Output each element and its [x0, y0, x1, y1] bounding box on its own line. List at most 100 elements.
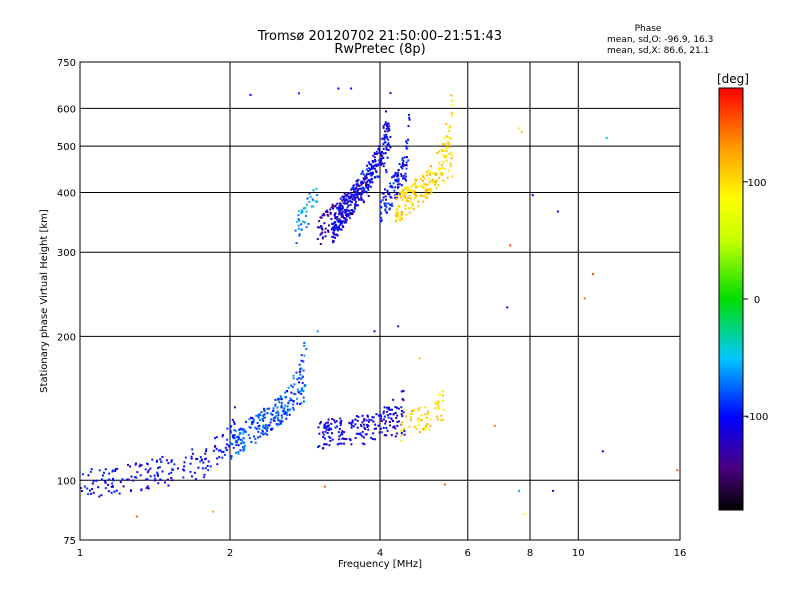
y-axis-ticks: 75 100 200 300 400 500 600 750	[57, 58, 76, 547]
data-point	[450, 112, 453, 115]
data-point	[247, 434, 250, 437]
data-point	[321, 214, 324, 217]
data-point	[290, 399, 293, 401]
data-point	[442, 153, 445, 156]
data-point	[319, 243, 322, 245]
data-point	[340, 431, 343, 434]
data-point	[277, 411, 280, 414]
data-point	[341, 204, 344, 207]
data-point	[370, 436, 373, 439]
data-point	[280, 398, 283, 401]
data-point	[376, 175, 379, 178]
data-point	[379, 211, 382, 214]
data-point	[229, 425, 232, 428]
data-point	[380, 219, 383, 222]
data-point	[405, 167, 408, 170]
data-point	[233, 437, 236, 440]
data-point	[348, 209, 351, 212]
data-point	[207, 460, 210, 463]
data-point	[302, 396, 305, 399]
data-point	[444, 143, 446, 146]
data-point	[274, 405, 277, 407]
data-point	[298, 210, 301, 213]
data-point	[86, 487, 89, 490]
data-point	[383, 134, 386, 137]
data-point	[310, 205, 313, 208]
data-point	[356, 195, 359, 198]
data-point	[324, 422, 327, 425]
data-point	[339, 203, 342, 206]
data-point	[300, 401, 303, 404]
data-point	[110, 485, 113, 488]
data-point	[411, 410, 413, 412]
data-point	[341, 433, 344, 436]
data-point	[365, 419, 368, 422]
data-point	[368, 418, 371, 421]
data-point	[364, 175, 367, 178]
data-point	[397, 179, 400, 182]
data-point	[239, 449, 242, 452]
data-point	[288, 400, 291, 403]
data-point	[265, 427, 268, 430]
data-point	[204, 452, 207, 455]
data-point	[384, 130, 387, 133]
colorbar-ticks: 100 0 -100	[743, 178, 768, 423]
data-point	[352, 193, 355, 196]
data-point	[215, 436, 218, 439]
data-point	[396, 192, 399, 195]
data-point	[157, 467, 159, 469]
y-axis-label: Stationary phase Virtual Height [km]	[39, 209, 50, 393]
data-point	[320, 227, 323, 230]
data-point	[223, 454, 226, 456]
data-point	[292, 408, 295, 411]
data-point	[384, 208, 387, 211]
data-point	[382, 412, 385, 415]
data-point	[316, 200, 319, 203]
data-point	[432, 178, 435, 181]
data-point	[400, 165, 403, 168]
data-point	[168, 472, 171, 475]
data-point	[275, 412, 278, 414]
data-point	[354, 204, 357, 207]
data-point	[331, 223, 334, 225]
data-point	[401, 415, 404, 418]
data-point	[338, 427, 341, 430]
data-point	[91, 482, 94, 485]
data-point	[351, 193, 353, 196]
data-point	[369, 167, 371, 170]
data-point	[215, 447, 218, 450]
data-point	[449, 165, 452, 168]
data-point	[171, 468, 174, 471]
data-point	[260, 432, 263, 435]
data-point	[426, 189, 429, 192]
data-point	[346, 202, 349, 205]
data-point	[333, 224, 336, 227]
data-point	[350, 426, 353, 429]
data-point	[336, 207, 339, 210]
data-point	[277, 414, 280, 417]
y-tick-label: 100	[57, 476, 76, 487]
data-point	[384, 422, 387, 425]
data-point	[272, 417, 275, 420]
data-point	[344, 199, 346, 202]
data-point	[306, 197, 309, 200]
data-point	[386, 130, 389, 133]
data-point	[312, 205, 315, 208]
data-point	[363, 426, 366, 429]
data-point	[339, 421, 342, 424]
data-point	[331, 226, 334, 229]
data-point	[100, 478, 103, 481]
data-point	[130, 475, 133, 478]
data-point	[324, 235, 327, 238]
data-point	[372, 154, 375, 157]
data-point	[394, 427, 397, 430]
data-point	[229, 442, 232, 445]
data-point	[135, 476, 138, 479]
data-point	[450, 157, 453, 160]
data-point	[115, 489, 118, 492]
data-point	[370, 178, 373, 181]
y-tick-label: 75	[63, 536, 76, 547]
data-point	[355, 415, 358, 417]
data-point	[376, 152, 379, 155]
data-point	[441, 173, 444, 176]
